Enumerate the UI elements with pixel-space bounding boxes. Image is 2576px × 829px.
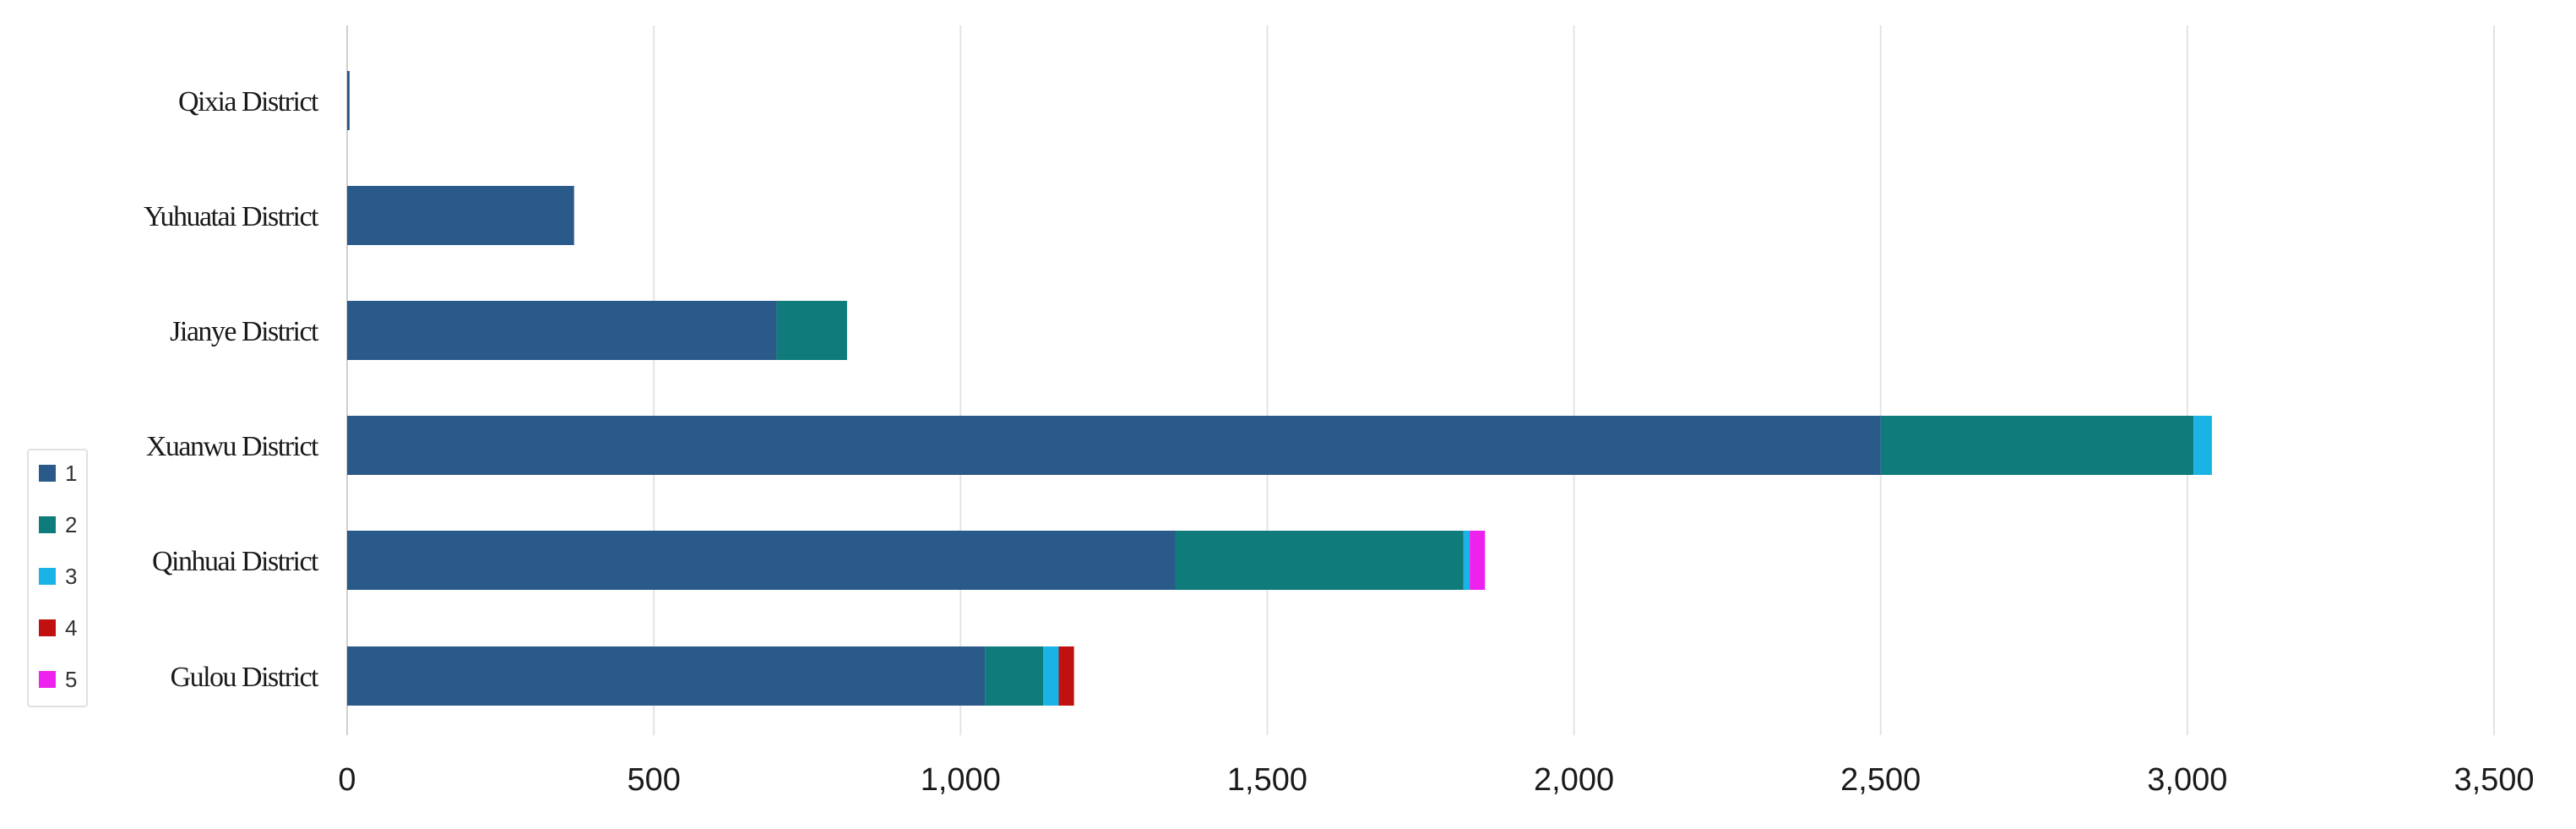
legend-swatch: [39, 671, 56, 688]
category-label: Jianye District: [170, 316, 319, 347]
x-tick-label: 1,500: [1227, 762, 1307, 798]
bar-segment-series-1: [347, 186, 574, 245]
bar-segment-series-5: [1470, 531, 1486, 590]
legend-label: 3: [65, 564, 77, 589]
x-tick-label: 2,500: [1840, 762, 1921, 798]
category-label: Qinhuai District: [152, 546, 319, 577]
legend-swatch: [39, 568, 56, 585]
bar-segment-series-1: [347, 416, 1881, 475]
bars: [347, 71, 2212, 706]
bar-segment-series-3: [1043, 646, 1059, 706]
bar-segment-series-1: [347, 531, 1176, 590]
legend-swatch: [39, 516, 56, 533]
bar-segment-series-2: [1880, 416, 2194, 475]
legend-swatch: [39, 465, 56, 482]
x-tick-label: 3,500: [2454, 762, 2534, 798]
legend-label: 1: [65, 461, 77, 486]
legend-label: 2: [65, 512, 77, 537]
bar-segment-series-2: [776, 301, 847, 360]
bar-segment-series-1: [347, 301, 777, 360]
x-axis-ticks: 0 500 1,000 1,500 2,000 2,500 3,000 3,500: [338, 762, 2534, 798]
bar-segment-series-1: [347, 71, 350, 130]
legend-label: 5: [65, 667, 77, 692]
x-tick-label: 500: [627, 762, 680, 798]
legend-label: 4: [65, 615, 77, 641]
category-label: Xuanwu District: [146, 431, 319, 462]
legend: 1 2 3 4 5: [27, 449, 88, 707]
legend-box: [27, 449, 88, 707]
grid: [346, 25, 2495, 735]
legend-swatch: [39, 619, 56, 636]
bar-segment-series-2: [985, 646, 1044, 706]
bar-segment-series-1: [347, 646, 986, 706]
x-tick-label: 0: [338, 762, 356, 798]
category-label: Qixia District: [178, 86, 319, 117]
bar-segment-series-3: [2193, 416, 2212, 475]
x-tick-label: 2,000: [1534, 762, 1614, 798]
x-tick-label: 1,000: [921, 762, 1001, 798]
category-labels: Gulou District Qinhuai District Xuanwu Dis…: [144, 86, 320, 693]
bar-segment-series-2: [1175, 531, 1464, 590]
category-label: Yuhuatai District: [144, 201, 319, 232]
bar-segment-series-4: [1058, 646, 1074, 706]
category-label: Gulou District: [171, 662, 320, 693]
x-tick-label: 3,000: [2147, 762, 2227, 798]
bar-segment-series-3: [1463, 531, 1470, 590]
